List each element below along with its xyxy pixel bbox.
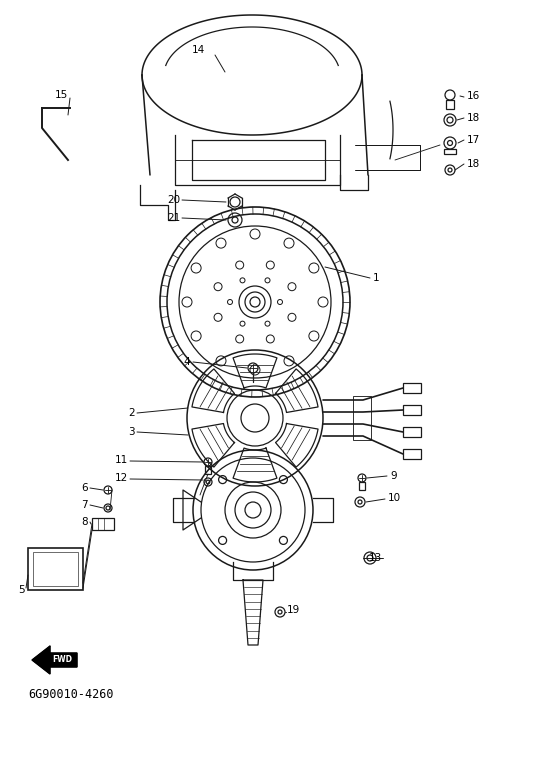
Text: 2: 2	[128, 408, 135, 418]
Text: 20: 20	[167, 195, 180, 205]
Text: 9: 9	[390, 471, 396, 481]
Text: 15: 15	[55, 90, 68, 100]
Bar	[353, 396, 371, 440]
Text: 6: 6	[81, 483, 88, 493]
Bar	[33, 552, 78, 586]
Text: 18: 18	[467, 159, 480, 169]
Bar	[444, 149, 456, 154]
Bar	[92, 518, 114, 530]
Bar	[403, 383, 421, 393]
Text: 11: 11	[115, 455, 128, 465]
Text: 5: 5	[18, 585, 25, 595]
Text: 14: 14	[192, 45, 205, 55]
Text: 3: 3	[128, 427, 135, 437]
Bar	[359, 482, 365, 490]
Bar	[205, 466, 211, 474]
Text: 8: 8	[81, 517, 88, 527]
Text: 1: 1	[373, 273, 380, 283]
Bar	[28, 548, 83, 590]
Bar	[403, 449, 421, 459]
Bar	[403, 427, 421, 437]
Text: FWD: FWD	[52, 656, 72, 665]
Text: 17: 17	[467, 135, 480, 145]
Text: 18: 18	[467, 113, 480, 123]
Text: 7: 7	[81, 500, 88, 510]
Text: 4: 4	[183, 357, 190, 367]
Text: 6G90010-4260: 6G90010-4260	[28, 689, 114, 702]
Text: 16: 16	[467, 91, 480, 101]
Text: 12: 12	[115, 473, 128, 483]
Text: 19: 19	[287, 605, 300, 615]
Text: 13: 13	[368, 553, 382, 563]
Bar	[403, 405, 421, 415]
Text: 10: 10	[388, 493, 401, 503]
Bar	[446, 100, 454, 109]
Polygon shape	[32, 646, 77, 674]
Text: 21: 21	[167, 213, 180, 223]
